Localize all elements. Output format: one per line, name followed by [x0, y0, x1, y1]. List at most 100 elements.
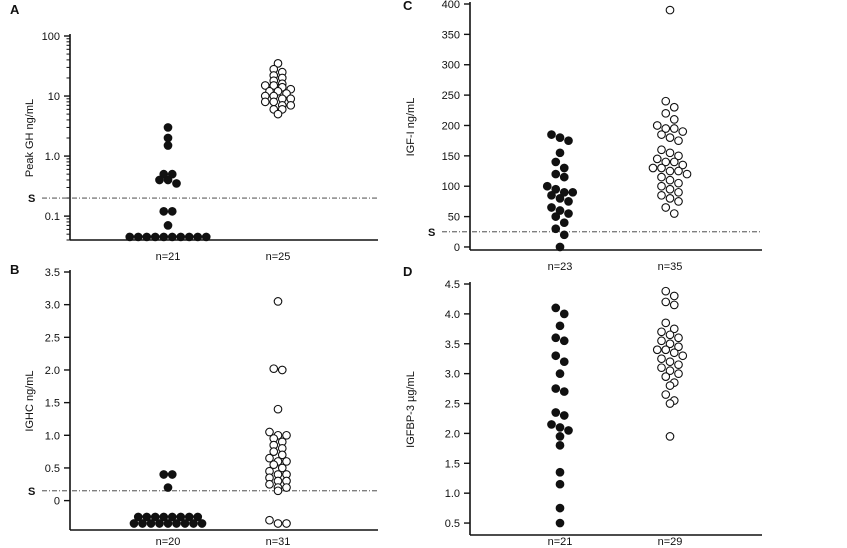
filled-data-point — [142, 512, 152, 522]
filled-data-point — [559, 411, 569, 420]
open-data-point — [674, 136, 683, 146]
open-data-point — [669, 324, 679, 334]
filled-data-point — [159, 232, 169, 242]
open-data-point — [269, 97, 279, 107]
y-axis-label: IGF-I ng/mL — [405, 98, 417, 157]
y-tick-label: 3.0 — [45, 300, 60, 312]
y-tick-label: 2.0 — [45, 365, 60, 377]
open-data-point — [657, 336, 666, 346]
filled-data-point — [167, 169, 177, 179]
filled-data-point — [184, 512, 194, 522]
filled-data-point — [559, 218, 569, 228]
threshold-label: S — [28, 486, 35, 498]
open-data-point — [282, 483, 291, 492]
open-data-point — [661, 203, 671, 212]
filled-data-point — [547, 130, 556, 139]
filled-data-point — [167, 207, 177, 216]
filled-data-point — [559, 357, 569, 367]
filled-data-point — [559, 336, 569, 346]
filled-data-point — [142, 232, 152, 242]
open-data-point — [661, 345, 671, 355]
filled-data-point — [559, 309, 569, 319]
open-data-point — [648, 163, 658, 173]
panel-b: B 0 0.5 1.0 1.5 2.0 2.5 3.0 3.5 IGHC ng/mL Sn=20 n=… — [10, 262, 378, 548]
open-data-point — [282, 430, 291, 440]
open-data-point — [665, 184, 675, 194]
open-data-point — [665, 366, 675, 376]
open-data-point — [678, 351, 688, 361]
filled-data-point — [172, 179, 181, 188]
filled-data-point — [176, 512, 186, 522]
open-data-point — [674, 197, 683, 206]
open-data-point — [657, 181, 666, 191]
y-tick-label: 50 — [448, 212, 460, 224]
open-data-point — [665, 381, 675, 390]
y-tick-label: 3.0 — [445, 369, 460, 381]
open-data-point — [661, 96, 671, 106]
filled-data-point — [146, 519, 156, 528]
open-data-point — [273, 59, 283, 68]
y-tick-label: 3.5 — [445, 339, 460, 351]
filled-data-point — [133, 232, 143, 242]
y-tick-label: 0.1 — [45, 211, 60, 223]
filled-data-point — [551, 157, 561, 167]
filled-data-point — [129, 519, 139, 528]
open-data-point — [669, 209, 679, 218]
filled-data-point — [555, 503, 565, 513]
open-data-point — [265, 427, 274, 437]
filled-data-point — [551, 408, 561, 417]
open-data-point — [669, 124, 679, 133]
open-data-point — [665, 133, 675, 142]
open-data-point — [269, 81, 279, 90]
filled-data-point — [193, 512, 203, 522]
filled-data-point — [551, 333, 561, 343]
y-tick-label: 1.5 — [445, 458, 460, 470]
open-data-point — [273, 486, 283, 496]
open-data-point — [260, 81, 270, 90]
filled-data-point — [555, 479, 565, 489]
y-axis-label: IGHC ng/mL — [24, 370, 36, 431]
open-data-point — [269, 364, 279, 374]
open-data-point — [669, 291, 679, 301]
open-data-point — [277, 463, 287, 473]
open-data-point — [665, 339, 675, 349]
filled-data-point — [159, 169, 169, 179]
filled-data-point — [193, 232, 203, 242]
panel-d: D 0.5 1.0 1.5 2.0 2.5 3.0 3.5 4.0 4.5 IGFBP-3 µg/m… — [403, 264, 762, 548]
filled-data-point — [125, 232, 135, 242]
filled-data-point — [559, 187, 569, 197]
y-tick-label: 0.5 — [45, 463, 60, 475]
filled-data-point — [555, 369, 565, 378]
group-label: n=20 — [156, 536, 181, 548]
filled-data-point — [568, 187, 578, 197]
filled-data-point — [555, 194, 565, 203]
filled-data-point — [555, 432, 565, 441]
group-label: n=23 — [548, 261, 573, 273]
filled-data-point — [551, 212, 561, 221]
y-tick-label: 10 — [48, 91, 60, 103]
filled-data-point — [159, 512, 169, 522]
y-tick-label: 4.5 — [445, 279, 460, 291]
filled-data-point — [150, 512, 160, 522]
open-data-point — [665, 399, 675, 408]
open-data-point — [665, 175, 675, 185]
open-data-point — [674, 369, 683, 378]
filled-data-point — [559, 172, 569, 182]
group-label: n=21 — [548, 536, 573, 548]
open-data-point — [669, 348, 679, 358]
open-data-point — [669, 102, 679, 112]
group-label: n=35 — [658, 261, 683, 273]
open-data-point — [657, 190, 666, 200]
open-data-point — [277, 365, 287, 375]
filled-data-point — [133, 512, 143, 522]
y-tick-label: 0.5 — [445, 518, 460, 530]
y-tick-label: 350 — [442, 29, 460, 41]
open-data-point — [674, 151, 683, 161]
filled-data-point — [159, 207, 169, 216]
filled-data-point — [551, 169, 561, 179]
panel-label: C — [403, 0, 413, 13]
open-data-point — [277, 450, 287, 460]
filled-data-point — [551, 384, 561, 393]
panel-label: A — [10, 2, 20, 17]
